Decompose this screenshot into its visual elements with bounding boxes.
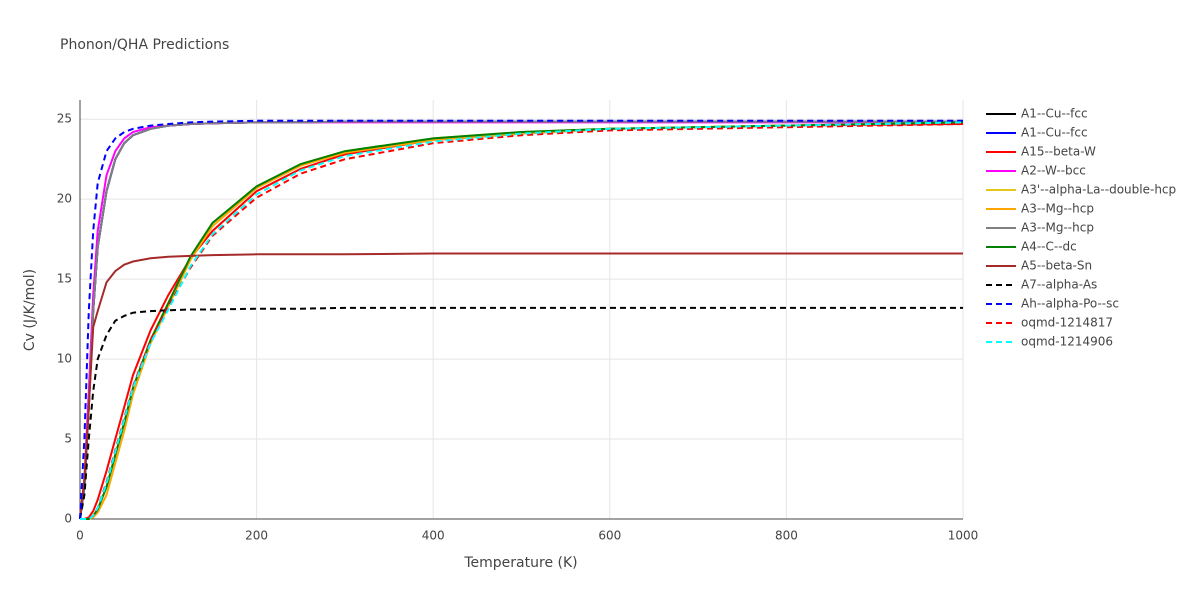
series-line [79, 252, 963, 520]
series-line [79, 119, 963, 520]
legend-label: A1--Cu--fcc [1021, 126, 1088, 140]
legend-label: A1--Cu--fcc [1021, 107, 1088, 121]
y-tick-label: 5 [64, 432, 72, 446]
legend-label: A3--Mg--hcp [1021, 221, 1094, 235]
x-tick-label: 1000 [948, 529, 979, 543]
x-tick-label: 200 [245, 529, 268, 543]
series-line [80, 123, 964, 520]
x-tick-label: 800 [775, 529, 798, 543]
y-tick-label: 15 [57, 272, 72, 286]
series-line [79, 306, 963, 520]
series-line [79, 120, 963, 520]
legend-label: A4--C--dc [1021, 240, 1077, 254]
series-line [79, 121, 963, 520]
x-axis-label: Temperature (K) [463, 555, 577, 571]
series-line [79, 120, 963, 520]
series-line [80, 121, 964, 520]
legend-label: A3--Mg--hcp [1021, 202, 1094, 216]
y-tick-label: 0 [64, 512, 72, 526]
legend-label: A3'--alpha-La--double-hcp [1021, 183, 1176, 197]
chart-title: Phonon/QHA Predictions [60, 37, 229, 53]
x-tick-label: 600 [598, 529, 621, 543]
x-tick-label: 0 [76, 529, 84, 543]
series-line [79, 120, 963, 520]
series-line [80, 121, 964, 520]
legend-label: A15--beta-W [1021, 145, 1096, 159]
series-line [80, 121, 964, 520]
legend-label: A7--alpha-As [1021, 278, 1097, 292]
legend-label: Ah--alpha-Po--sc [1021, 297, 1119, 311]
series-line [80, 121, 964, 520]
y-tick-label: 25 [57, 112, 72, 126]
legend-label: A5--beta-Sn [1021, 259, 1092, 273]
legend-label: A2--W--bcc [1021, 164, 1086, 178]
y-tick-label: 20 [57, 192, 72, 206]
series-line [80, 123, 964, 520]
y-axis-label: Cv (J/K/mol) [22, 269, 38, 351]
x-tick-label: 400 [422, 529, 445, 543]
legend-label: oqmd-1214817 [1021, 316, 1113, 330]
legend-label: oqmd-1214906 [1021, 335, 1113, 349]
y-tick-label: 10 [57, 352, 72, 366]
